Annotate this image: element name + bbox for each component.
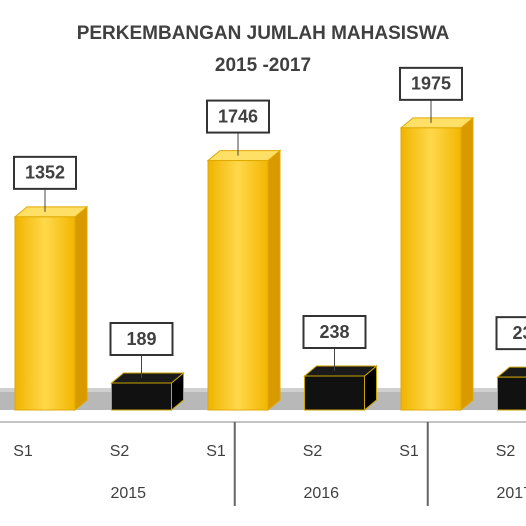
bar-top (110, 372, 185, 384)
value-label: 1352 (25, 163, 65, 183)
value-label: 238 (319, 322, 349, 342)
bar (111, 382, 172, 411)
bar (207, 160, 269, 411)
bar-side (74, 205, 88, 412)
label-box (495, 316, 526, 351)
label-box (206, 99, 270, 134)
bar-top (496, 366, 526, 378)
chart-subtitle: 2015 -2017 (215, 55, 311, 76)
group-label: 2016 (303, 485, 339, 502)
bar-top (13, 206, 89, 218)
label-box (13, 155, 77, 190)
x-tick-label: S1 (399, 443, 419, 460)
value-label: 189 (126, 329, 156, 349)
chart-title: PERKEMBANGAN JUMLAH MAHASISWA (77, 23, 450, 44)
value-label: 1746 (218, 106, 258, 126)
bar (400, 127, 462, 411)
label-box (109, 322, 174, 356)
bar-side (267, 149, 281, 412)
x-tick-label: S2 (110, 443, 130, 460)
bar-top (303, 365, 378, 377)
label-box (399, 66, 463, 101)
bar-side (460, 116, 474, 412)
group-label: 2015 (110, 485, 146, 502)
x-tick-label: S2 (303, 443, 323, 460)
bar-top (399, 117, 475, 129)
x-tick-label: S2 (496, 443, 516, 460)
bar (14, 216, 76, 411)
group-label: 2017 (496, 485, 526, 502)
bar (304, 375, 365, 411)
value-label: 1975 (411, 74, 451, 94)
value-label: 230 (512, 323, 526, 343)
x-tick-label: S1 (13, 443, 33, 460)
bar-top (206, 150, 282, 162)
bar (497, 376, 526, 411)
x-tick-label: S1 (206, 443, 226, 460)
label-box (302, 315, 367, 349)
